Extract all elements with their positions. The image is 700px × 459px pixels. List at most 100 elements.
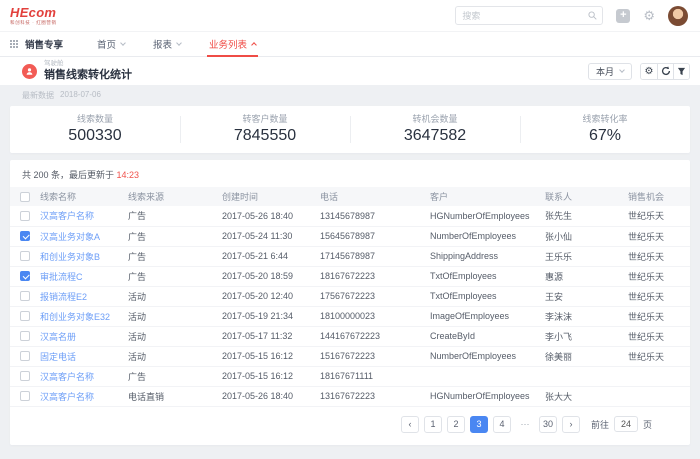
opportunity-cell: 世纪乐天 <box>628 206 690 227</box>
row-checkbox[interactable] <box>20 291 30 302</box>
stat-label: 转客户数量 <box>242 114 288 124</box>
row-checkbox[interactable] <box>20 371 30 382</box>
table-body: 汉高客户名称 广告 2017-05-26 18:40 13145678987 H… <box>10 206 690 407</box>
lead-name-link[interactable]: 和创业务对象B <box>40 251 101 262</box>
add-icon[interactable]: + <box>616 8 631 23</box>
search-icon[interactable] <box>588 11 597 20</box>
table-summary: 共 200 条，最后更新于 14:23 <box>10 160 690 187</box>
lead-source-cell: 活动 <box>128 346 222 367</box>
chevron-down-icon <box>619 67 625 73</box>
page-button[interactable]: 30 <box>538 415 557 433</box>
page: HEcom 和创科技 · 红圈营销 + ⚙ 销售专享 首页 报表 <box>0 0 700 445</box>
contact-cell: 李沫沫 <box>545 306 628 327</box>
stat-label: 线索转化率 <box>582 114 628 124</box>
lead-name-link[interactable]: 固定电话 <box>40 351 77 362</box>
created-time-cell: 2017-05-20 12:40 <box>222 286 320 307</box>
lead-name-link[interactable]: 汉高客户名称 <box>40 391 95 402</box>
nav-tab[interactable]: 业务列表 <box>207 32 259 57</box>
customer-cell: HGNumberOfEmployees <box>430 206 545 227</box>
leads-table: 线索名称 线索来源 创建时间 电话 客户 联系人 销售机会 汉高客户名称 广告 … <box>10 187 690 407</box>
customer-cell: ImageOfEmployees <box>430 306 545 327</box>
title-meta: 驾驶舱 销售线索转化统计 <box>44 61 132 81</box>
page-button[interactable]: › <box>561 415 580 433</box>
row-checkbox[interactable] <box>20 351 30 362</box>
gear-icon[interactable]: ⚙ <box>641 63 657 79</box>
contact-cell: 张先生 <box>545 206 628 227</box>
customer-cell: NumberOfEmployees <box>430 226 545 247</box>
col-header-opportunity: 销售机会 <box>628 187 690 206</box>
nav-tab[interactable]: 首页 <box>97 32 126 57</box>
stat-value: 67% <box>588 127 622 144</box>
data-period-line: 最新数据 2018-07-06 <box>10 85 690 106</box>
logo[interactable]: HEcom 和创科技 · 红圈营销 <box>10 6 57 26</box>
page-unit-label: 页 <box>642 419 652 430</box>
lead-name-link[interactable]: 汉高客户名称 <box>40 211 95 222</box>
title-left: 驾驶舱 销售线索转化统计 <box>22 61 132 81</box>
row-checkbox[interactable] <box>20 251 30 262</box>
page-button[interactable]: 4 <box>492 415 511 433</box>
contact-cell: 王安 <box>545 286 628 307</box>
nav-tab-label: 报表 <box>153 40 173 51</box>
row-checkbox[interactable] <box>20 331 30 342</box>
logo-text: HEcom <box>10 4 57 20</box>
contact-cell: 李小飞 <box>545 326 628 347</box>
stat-value: 7845550 <box>233 127 297 144</box>
lead-name-link[interactable]: 报销流程E2 <box>40 291 88 302</box>
lead-name-link[interactable]: 汉高客户名称 <box>40 371 95 382</box>
summary-update-time: 14:23 <box>116 170 140 180</box>
page-button[interactable]: ··· <box>516 416 534 433</box>
summary-text: 共 200 条，最后更新于 <box>22 170 117 180</box>
period-select-button[interactable]: 本月 <box>587 62 632 80</box>
col-header-contact: 联系人 <box>545 187 628 206</box>
page-button[interactable]: ‹ <box>400 415 419 433</box>
phone-cell: 13167672223 <box>320 386 430 407</box>
customer-cell: CreateById <box>430 326 545 347</box>
workspace-label: 销售专享 <box>25 40 64 51</box>
table-row: 报销流程E2 活动 2017-05-20 12:40 17567672223 T… <box>10 286 690 307</box>
refresh-icon[interactable] <box>657 63 673 79</box>
row-checkbox[interactable] <box>20 311 30 322</box>
customer-cell: NumberOfEmployees <box>430 346 545 367</box>
page-title: 销售线索转化统计 <box>44 68 132 81</box>
lead-name-link[interactable]: 汉高名册 <box>40 331 77 342</box>
col-header-phone: 电话 <box>320 187 430 206</box>
lead-name-link[interactable]: 审批流程C <box>40 271 83 282</box>
created-time-cell: 2017-05-21 6:44 <box>222 246 320 267</box>
lead-name-link[interactable]: 和创业务对象E32 <box>40 311 111 322</box>
lead-name-link[interactable]: 汉高业务对象A <box>40 231 101 242</box>
row-checkbox[interactable] <box>20 391 30 402</box>
table-row: 汉高业务对象A 广告 2017-05-24 11:30 15645678987 … <box>10 226 690 247</box>
stat-item: 线索转化率 67% <box>520 106 690 153</box>
row-checkbox[interactable] <box>20 271 30 282</box>
phone-cell: 18167671111 <box>320 366 430 387</box>
page-button[interactable]: 1 <box>423 415 442 433</box>
goto-page-input[interactable] <box>613 416 638 432</box>
page-button[interactable]: 2 <box>446 415 465 433</box>
filter-funnel-icon[interactable] <box>673 63 689 79</box>
app-grid-icon[interactable] <box>10 40 18 48</box>
table-row: 审批流程C 广告 2017-05-20 18:59 18167672223 Tx… <box>10 266 690 287</box>
search-input[interactable] <box>456 10 589 21</box>
nav-tabs: 首页 报表 业务列表 <box>97 32 284 57</box>
customer-cell: TxtOfEmployees <box>430 266 545 287</box>
goto-label: 前往 <box>590 419 609 430</box>
opportunity-cell <box>628 386 690 407</box>
topbar: HEcom 和创科技 · 红圈营销 + ⚙ <box>0 0 700 32</box>
created-time-cell: 2017-05-26 18:40 <box>222 206 320 227</box>
update-label: 最新数据 <box>22 91 54 100</box>
settings-gear-icon[interactable]: ⚙ <box>643 8 655 23</box>
nav-tab[interactable]: 报表 <box>153 32 182 57</box>
lead-source-cell: 活动 <box>128 326 222 347</box>
user-avatar[interactable] <box>668 5 688 26</box>
opportunity-cell: 世纪乐天 <box>628 306 690 327</box>
lead-source-cell: 广告 <box>128 226 222 247</box>
opportunity-cell: 世纪乐天 <box>628 266 690 287</box>
select-all-checkbox[interactable] <box>20 191 30 202</box>
page-button[interactable]: 3 <box>469 415 488 433</box>
created-time-cell: 2017-05-24 11:30 <box>222 226 320 247</box>
opportunity-cell: 世纪乐天 <box>628 226 690 247</box>
row-checkbox[interactable] <box>20 211 30 222</box>
table-row: 和创业务对象B 广告 2017-05-21 6:44 17145678987 S… <box>10 246 690 267</box>
row-checkbox[interactable] <box>20 231 30 242</box>
dashboard-user-icon <box>22 63 37 79</box>
